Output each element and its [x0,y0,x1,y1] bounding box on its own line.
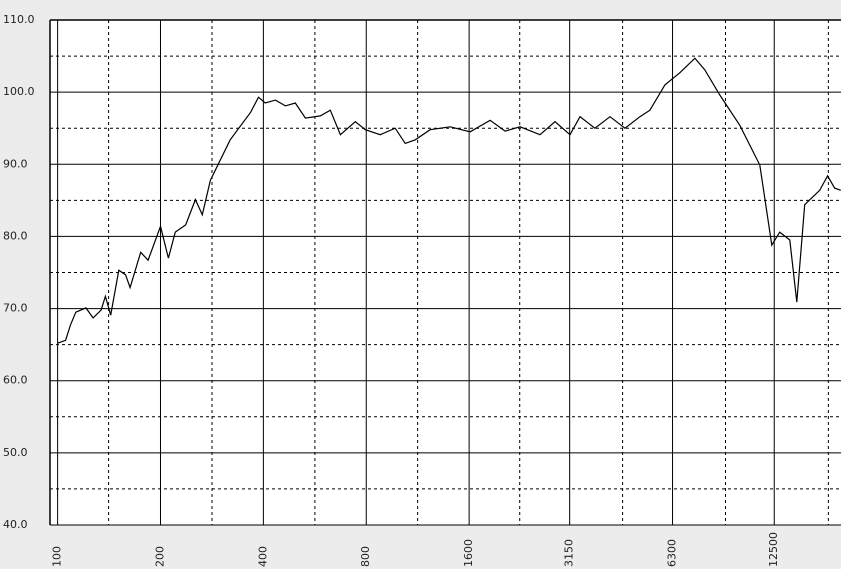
y-tick-label: 70.0 [3,302,28,315]
y-tick-label: 60.0 [3,374,28,387]
x-tick-label: 200 [153,546,166,567]
x-tick-label: 6300 [666,539,679,567]
y-tick-label: 40.0 [3,518,28,531]
y-tick-label: 50.0 [3,446,28,459]
line [57,57,841,344]
y-tick-label: 110.0 [3,13,35,26]
y-tick-label: 100.0 [3,85,35,98]
x-tick-label: 100 [51,546,64,567]
y-tick-label: 90.0 [3,157,28,170]
x-tick-label: 12500 [767,532,780,567]
plot [57,57,841,344]
x-tick-label: 800 [359,546,372,567]
y-tick-label: 80.0 [3,229,28,242]
x-tick-label: 1600 [462,539,475,567]
x-tick-label: 400 [256,546,269,567]
x-tick-label: 3150 [563,539,576,567]
plot-area [50,20,841,525]
